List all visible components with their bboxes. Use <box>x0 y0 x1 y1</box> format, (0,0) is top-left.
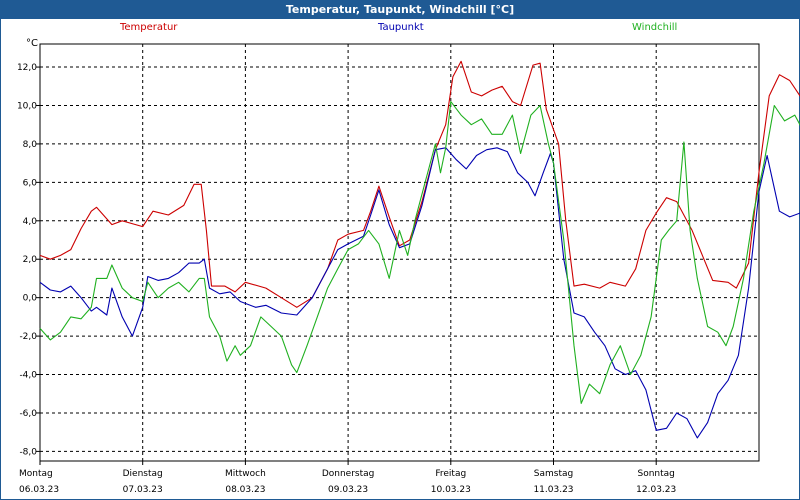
x-day-label: Montag <box>19 469 53 479</box>
x-date-label: 09.03.23 <box>328 485 368 495</box>
y-tick-label: 0,0 <box>23 294 38 304</box>
y-axis-unit: °C <box>26 38 38 49</box>
series-line-taupunkt <box>39 147 800 439</box>
chart-title: Temperatur, Taupunkt, Windchill [°C] <box>1 1 799 19</box>
x-day-label: Sonntag <box>638 469 675 479</box>
y-tick-label: -2,0 <box>19 332 37 342</box>
x-day-label: Samstag <box>534 469 573 479</box>
y-tick-label: 2,0 <box>23 255 38 265</box>
legend-windchill: Windchill <box>632 22 678 33</box>
x-day-label: Dienstag <box>123 469 163 479</box>
legend-taupunkt: Taupunkt <box>378 22 424 33</box>
x-day-label: Mittwoch <box>225 469 266 479</box>
x-date-label: 08.03.23 <box>225 485 265 495</box>
x-day-label: Freitag <box>435 469 466 479</box>
legend-temperatur: Temperatur <box>120 22 178 33</box>
x-date-label: 10.03.23 <box>431 485 471 495</box>
series-line-temperatur <box>39 60 800 308</box>
y-tick-label: 4,0 <box>23 217 38 227</box>
x-date-label: 11.03.23 <box>533 485 573 495</box>
y-tick-label: 8,0 <box>23 140 38 150</box>
x-date-label: 07.03.23 <box>123 485 163 495</box>
y-tick-label: 6,0 <box>23 178 38 188</box>
y-tick-label: -8,0 <box>19 447 37 457</box>
y-tick-label: -6,0 <box>19 409 37 419</box>
y-tick-label: 12,0 <box>17 63 37 73</box>
x-date-label: 12.03.23 <box>636 485 676 495</box>
x-date-label: 06.03.23 <box>19 485 59 495</box>
y-tick-label: 10,0 <box>17 101 37 111</box>
series-line-windchill <box>39 101 800 404</box>
x-day-label: Donnerstag <box>322 469 375 479</box>
y-tick-label: -4,0 <box>19 371 37 381</box>
plot-area <box>39 43 760 462</box>
